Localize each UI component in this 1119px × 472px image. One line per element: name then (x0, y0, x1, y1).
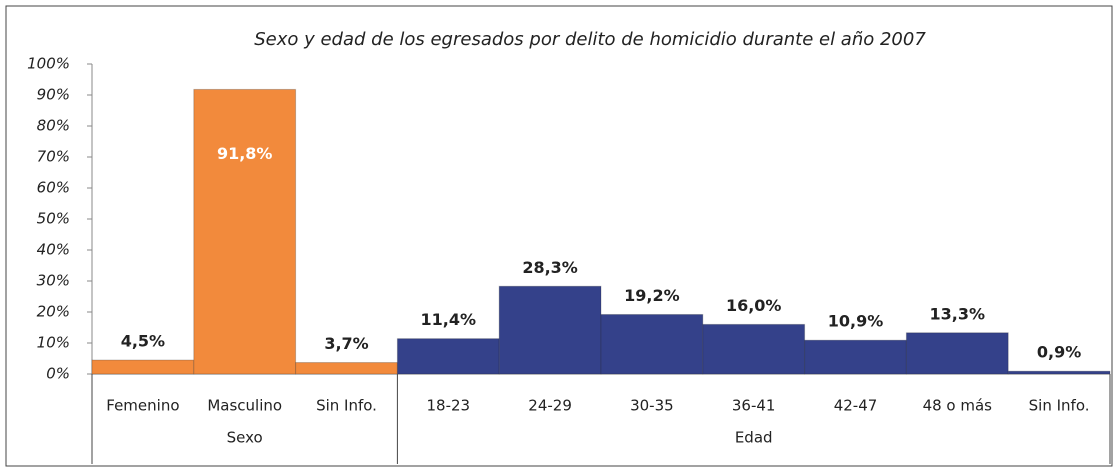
bar (396, 338, 500, 375)
x-tick-label: 48 o más (923, 397, 993, 415)
y-tick-label: 10% (37, 334, 70, 352)
y-tick-label: 70% (37, 148, 70, 166)
data-label: 3,7% (324, 334, 368, 353)
y-tick-label: 60% (37, 179, 70, 197)
data-label: 0,9% (1037, 343, 1081, 362)
data-label: 19,2% (624, 286, 680, 305)
group-label: Sexo (227, 429, 263, 447)
y-tick-label: 50% (37, 210, 70, 228)
x-tick-label: 30-35 (630, 397, 674, 415)
bar (193, 88, 297, 375)
y-tick-label: 80% (37, 117, 70, 135)
data-label: 10,9% (828, 312, 884, 331)
data-label: 13,3% (930, 304, 986, 323)
y-tick-label: 40% (37, 241, 70, 259)
y-tick-label: 30% (37, 272, 70, 290)
bar (1007, 370, 1111, 375)
x-tick-label: Femenino (106, 397, 179, 415)
bar (295, 362, 398, 375)
data-label: 91,8% (217, 144, 273, 163)
y-tick-label: 100% (27, 55, 70, 73)
bar (905, 332, 1009, 375)
x-tick-label: 36-41 (732, 397, 776, 415)
x-tick-label: 24-29 (528, 397, 572, 415)
x-tick-label: 18-23 (427, 397, 471, 415)
bar (804, 339, 907, 375)
chart-frame (5, 5, 1113, 467)
y-tick-label: 0% (46, 365, 70, 383)
y-tick-label: 90% (37, 86, 70, 104)
data-label: 11,4% (421, 310, 477, 329)
x-tick-label: 42-47 (834, 397, 878, 415)
y-tick-label: 20% (37, 303, 70, 321)
bar (91, 359, 195, 375)
x-tick-label: Sin Info. (316, 397, 377, 415)
bar (600, 313, 704, 375)
data-label: 16,0% (726, 296, 782, 315)
x-tick-label: Sin Info. (1029, 397, 1090, 415)
chart-title: Sexo y edad de los egresados por delito … (254, 29, 926, 50)
bar (498, 285, 602, 375)
data-label: 4,5% (121, 332, 165, 351)
data-label: 28,3% (522, 258, 578, 277)
group-label: Edad (735, 429, 773, 447)
bar (702, 323, 806, 375)
x-tick-label: Masculino (207, 397, 282, 415)
